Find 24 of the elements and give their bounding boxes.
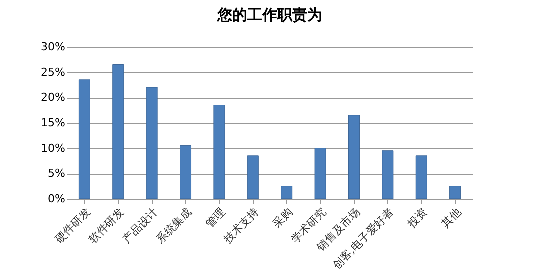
bar: [416, 156, 428, 200]
bar: [214, 105, 226, 200]
y-tick-label: 20%: [41, 91, 66, 104]
y-tick-label: 30%: [41, 40, 66, 54]
y-tick-label: 0%: [48, 192, 66, 206]
bar: [112, 64, 124, 200]
bar: [348, 115, 360, 200]
bar: [146, 87, 158, 200]
bar: [382, 150, 394, 200]
bar: [78, 80, 90, 200]
x-tick-label: 投资: [404, 206, 430, 232]
bar: [247, 156, 259, 200]
bar: [450, 186, 462, 200]
x-tick-label: 采购: [270, 206, 296, 231]
y-tick-label: 25%: [41, 66, 66, 79]
x-tick-label: 管理: [203, 206, 228, 231]
y-tick-label: 10%: [41, 142, 66, 155]
y-tick-label: 15%: [41, 116, 66, 130]
y-tick-label: 5%: [48, 167, 66, 180]
bar: [180, 146, 192, 200]
bar: [281, 186, 293, 200]
bar: [314, 148, 326, 200]
chart-title: 您的工作职责为: [216, 6, 322, 24]
x-tick-label: 其他: [439, 206, 464, 231]
